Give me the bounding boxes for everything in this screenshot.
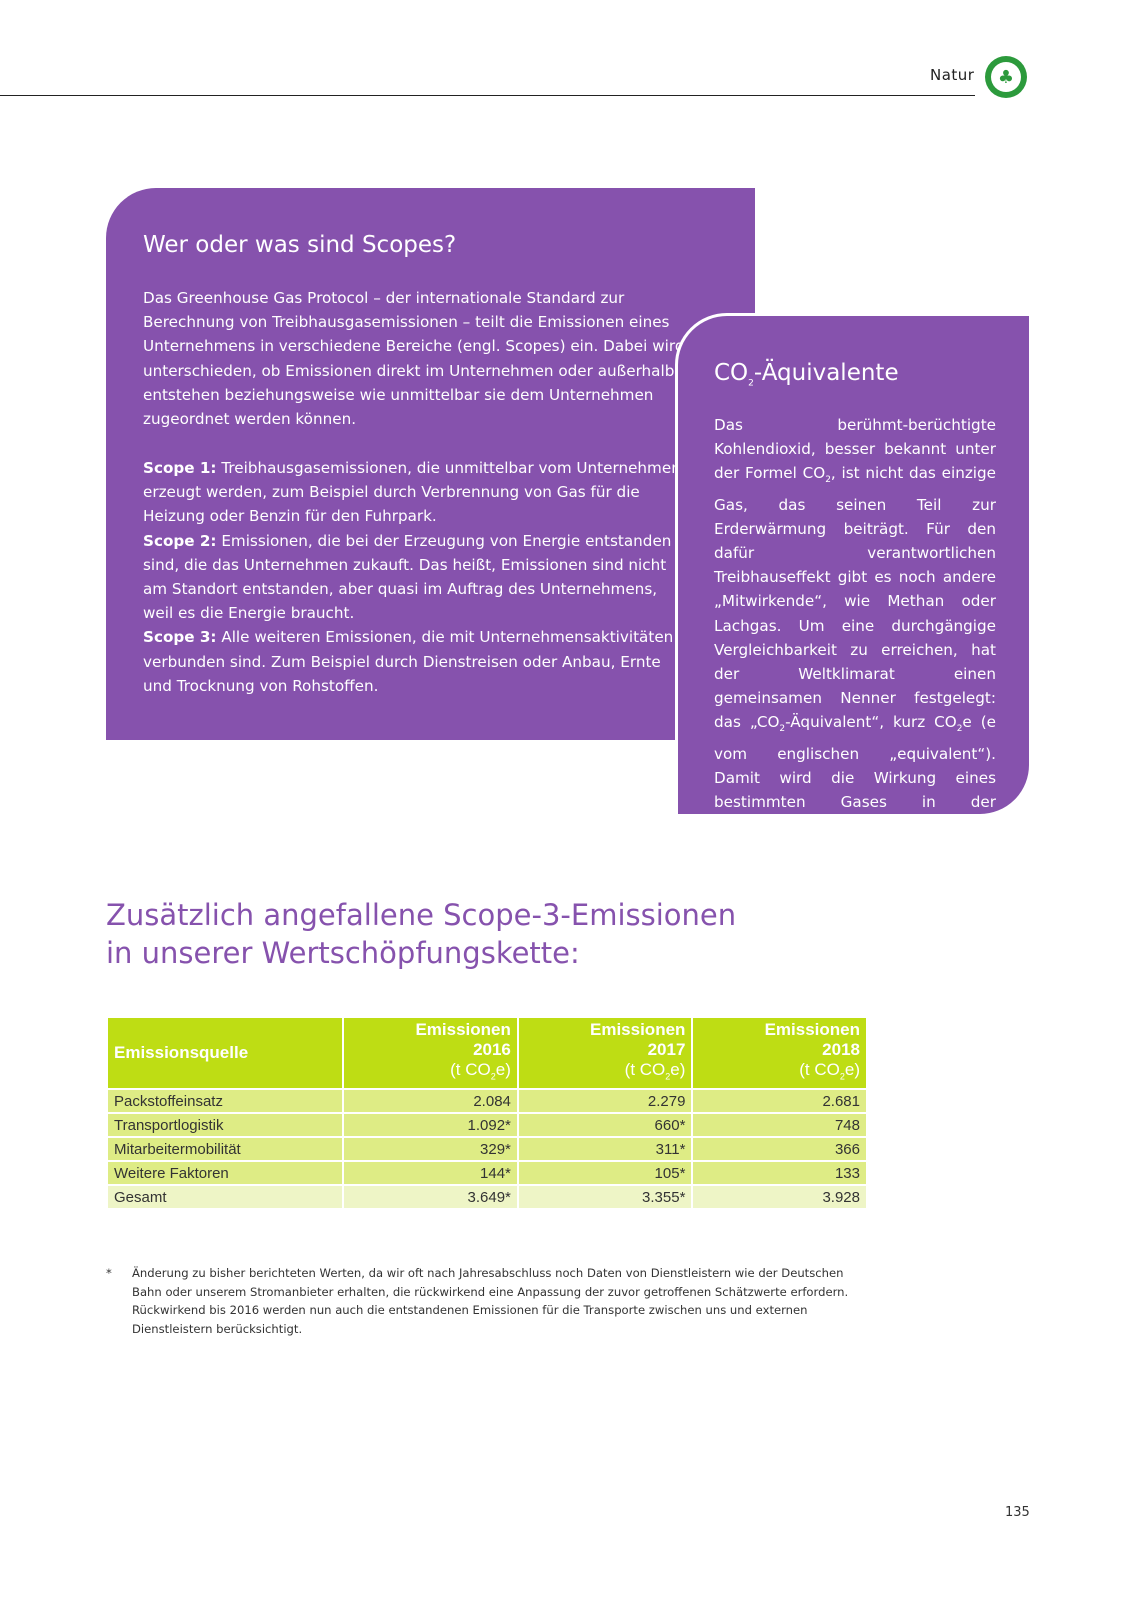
table-cell: Gesamt: [105, 1184, 345, 1211]
header-rule: [0, 95, 975, 96]
footnote: * Änderung zu bisher berichteten Werten,…: [106, 1266, 849, 1336]
table-row: Weitere Faktoren 144* 105* 133: [105, 1160, 868, 1187]
table-cell: Mitarbeitermobilität: [105, 1136, 345, 1163]
co2-title: CO2-Äquivalente: [714, 360, 899, 389]
scopes-box: Wer oder was sind Scopes? Das Greenhouse…: [106, 188, 755, 740]
scopes-list: Scope 1: Treibhausgasemissionen, die unm…: [143, 456, 691, 698]
table-cell: 748: [691, 1112, 868, 1139]
table-cell: 2.279: [516, 1088, 694, 1115]
scope-2: Scope 2: Emissionen, die bei der Erzeugu…: [143, 531, 672, 623]
table-cell: 2.084: [342, 1088, 519, 1115]
section-heading: Zusätzlich angefallene Scope-3-Emissione…: [106, 898, 737, 970]
table-row: Transportlogistik 1.092* 660* 748: [105, 1112, 868, 1139]
table-cell: 3.355*: [516, 1184, 694, 1211]
page-number: 135: [1005, 1505, 1030, 1520]
column-header: Emissionen 2016 (t CO2e): [342, 1015, 519, 1091]
column-header: Emissionen 2018 (t CO2e): [691, 1015, 868, 1091]
table-cell: 3.649*: [342, 1184, 519, 1211]
table-cell: 329*: [342, 1136, 519, 1163]
table-cell: 2.681: [691, 1088, 868, 1115]
scope-3: Scope 3: Alle weiteren Emissionen, die m…: [143, 628, 674, 695]
table-row: Gesamt 3.649* 3.355* 3.928: [105, 1184, 868, 1211]
table-cell: 144*: [342, 1160, 519, 1187]
section-label: Natur: [930, 66, 975, 84]
table-row: Packstoffeinsatz 2.084 2.279 2.681: [105, 1088, 868, 1115]
column-header: Emissionen 2017 (t CO2e): [516, 1015, 694, 1091]
scope-1: Scope 1: Treibhausgasemissionen, die unm…: [143, 459, 681, 526]
table-cell: 311*: [516, 1136, 694, 1163]
scopes-intro: Das Greenhouse Gas Protocol – der intern…: [143, 289, 685, 429]
table-cell: 660*: [516, 1112, 694, 1139]
co2-box: CO2-Äquivalente Das berühmt-berüchtigte …: [675, 313, 1032, 863]
table-row: Mitarbeitermobilität 329* 311* 366: [105, 1136, 868, 1163]
column-header: Emissionsquelle: [105, 1015, 345, 1091]
co2-text: Das berühmt-berüchtigte Kohlendioxid, be…: [714, 416, 996, 863]
table-cell: 105*: [516, 1160, 694, 1187]
table-cell: 133: [691, 1160, 868, 1187]
table-cell: 1.092*: [342, 1112, 519, 1139]
table-cell: 3.928: [691, 1184, 868, 1211]
table-cell: Transportlogistik: [105, 1112, 345, 1139]
table-cell: Weitere Faktoren: [105, 1160, 345, 1187]
table-cell: Packstoffeinsatz: [105, 1088, 345, 1115]
scopes-title: Wer oder was sind Scopes?: [143, 232, 457, 258]
lebensbaum-logo: ♣: [985, 56, 1027, 98]
tree-icon: ♣: [991, 62, 1021, 92]
table-cell: 366: [691, 1136, 868, 1163]
emissions-table: Emissionsquelle Emissionen 2016 (t CO2e) Emi…: [105, 1015, 868, 1211]
